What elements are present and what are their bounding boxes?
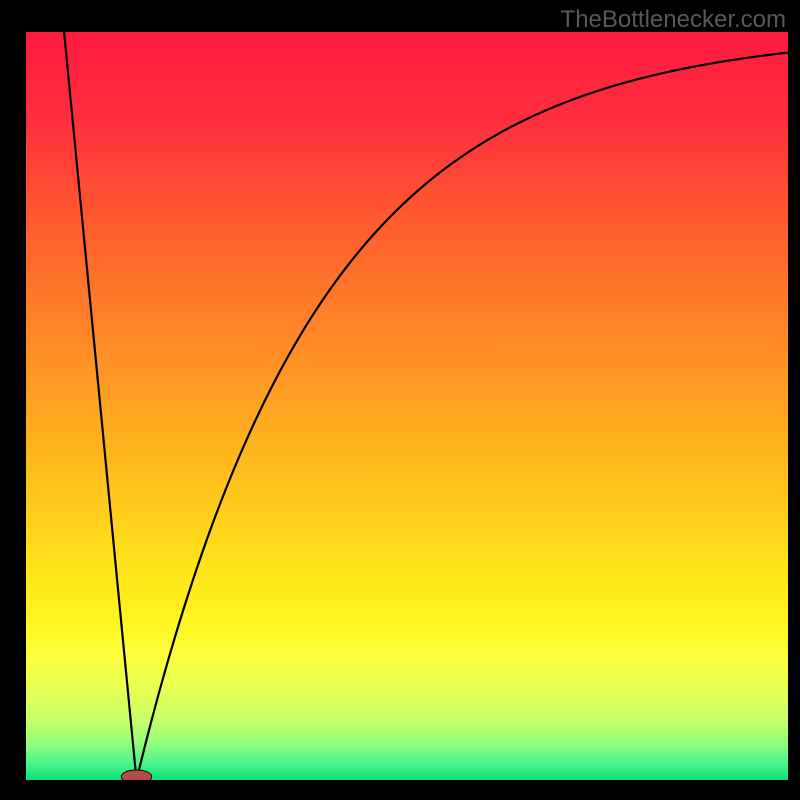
- watermark-text: TheBottlenecker.com: [561, 6, 786, 34]
- chart-container: { "watermark": { "text": "TheBottlenecke…: [0, 0, 800, 800]
- bottleneck-chart: [0, 0, 800, 800]
- plot-background: [26, 32, 788, 780]
